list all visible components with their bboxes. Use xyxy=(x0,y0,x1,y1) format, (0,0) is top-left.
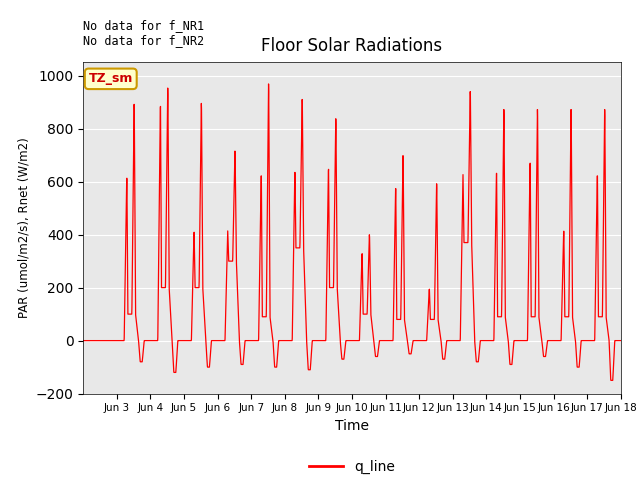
Title: Floor Solar Radiations: Floor Solar Radiations xyxy=(261,37,443,55)
Text: No data for f_NR1
No data for f_NR2: No data for f_NR1 No data for f_NR2 xyxy=(83,19,204,48)
X-axis label: Time: Time xyxy=(335,419,369,433)
Legend: q_line: q_line xyxy=(303,454,401,480)
Text: TZ_sm: TZ_sm xyxy=(88,72,133,85)
Y-axis label: PAR (umol/m2/s), Rnet (W/m2): PAR (umol/m2/s), Rnet (W/m2) xyxy=(17,138,30,318)
